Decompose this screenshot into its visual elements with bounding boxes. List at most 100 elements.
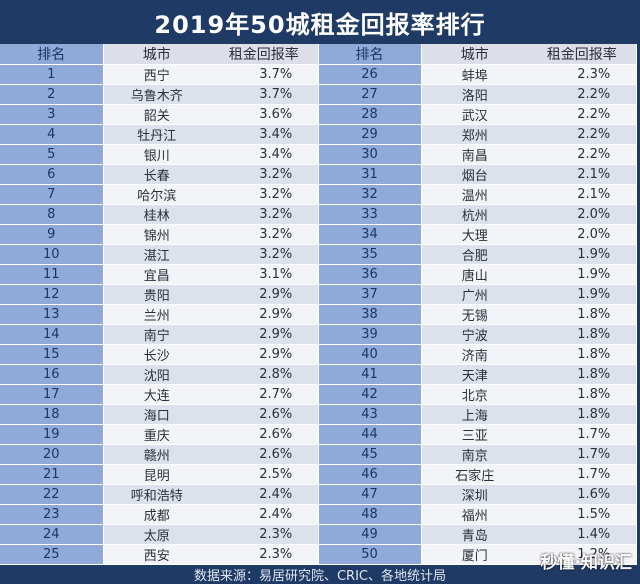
left-rank-cell: 10 xyxy=(0,244,104,265)
left-rate-cell: 2.6% xyxy=(210,404,319,425)
table-row: 21 昆明 2.5% 46 石家庄 1.7% xyxy=(0,464,637,485)
header-rate-left: 租金回报率 xyxy=(210,44,319,65)
right-rank-cell: 28 xyxy=(318,104,422,125)
left-city-cell: 昆明 xyxy=(103,464,210,485)
right-rank-cell: 42 xyxy=(318,384,422,405)
left-city-cell: 西宁 xyxy=(103,64,210,85)
table-header-row: 排名 城市 租金回报率 排名 城市 租金回报率 xyxy=(0,44,637,65)
left-rate-cell: 3.7% xyxy=(210,64,319,85)
right-rank-cell: 27 xyxy=(318,84,422,105)
right-city-cell: 上海 xyxy=(421,404,528,425)
table-row: 19 重庆 2.6% 44 三亚 1.7% xyxy=(0,424,637,445)
table-row: 14 南宁 2.9% 39 宁波 1.8% xyxy=(0,324,637,345)
right-city-cell: 大理 xyxy=(421,224,528,245)
right-rank-cell: 35 xyxy=(318,244,422,265)
table-row: 15 长沙 2.9% 40 济南 1.8% xyxy=(0,344,637,365)
right-rate-cell: 2.0% xyxy=(528,204,637,225)
left-city-cell: 长春 xyxy=(103,164,210,185)
right-rate-cell: 1.5% xyxy=(528,504,637,525)
left-rank-cell: 1 xyxy=(0,64,104,85)
right-city-cell: 杭州 xyxy=(421,204,528,225)
left-city-cell: 韶关 xyxy=(103,104,210,125)
left-city-cell: 呼和浩特 xyxy=(103,484,210,505)
left-rank-cell: 14 xyxy=(0,324,104,345)
right-rank-cell: 38 xyxy=(318,304,422,325)
table-row: 23 成都 2.4% 48 福州 1.5% xyxy=(0,504,637,525)
left-rank-cell: 5 xyxy=(0,144,104,165)
right-city-cell: 烟台 xyxy=(421,164,528,185)
right-city-cell: 武汉 xyxy=(421,104,528,125)
right-city-cell: 青岛 xyxy=(421,524,528,545)
left-rank-cell: 23 xyxy=(0,504,104,525)
left-rate-cell: 2.9% xyxy=(210,304,319,325)
table-row: 25 西安 2.3% 50 厦门 1.2% xyxy=(0,544,637,565)
left-rank-cell: 3 xyxy=(0,104,104,125)
left-rate-cell: 3.2% xyxy=(210,244,319,265)
left-rate-cell: 2.6% xyxy=(210,444,319,465)
left-rank-cell: 9 xyxy=(0,224,104,245)
table-row: 9 锦州 3.2% 34 大理 2.0% xyxy=(0,224,637,245)
right-rate-cell: 1.4% xyxy=(528,524,637,545)
table-row: 12 贵阳 2.9% 37 广州 1.9% xyxy=(0,284,637,305)
right-city-cell: 深圳 xyxy=(421,484,528,505)
left-rank-cell: 24 xyxy=(0,524,104,545)
left-city-cell: 大连 xyxy=(103,384,210,405)
right-rate-cell: 1.7% xyxy=(528,424,637,445)
table-body: 1 西宁 3.7% 26 蚌埠 2.3% 2 乌鲁木齐 3.7% 27 洛阳 2.2% 3 韶关 3.6% 2… xyxy=(0,64,637,565)
table-row: 20 赣州 2.6% 45 南京 1.7% xyxy=(0,444,637,465)
right-rank-cell: 36 xyxy=(318,264,422,285)
right-city-cell: 温州 xyxy=(421,184,528,205)
right-rank-cell: 31 xyxy=(318,164,422,185)
left-rank-cell: 25 xyxy=(0,544,104,565)
right-rank-cell: 30 xyxy=(318,144,422,165)
right-rank-cell: 45 xyxy=(318,444,422,465)
left-city-cell: 西安 xyxy=(103,544,210,565)
table-row: 5 银川 3.4% 30 南昌 2.2% xyxy=(0,144,637,165)
right-rate-cell: 2.1% xyxy=(528,184,637,205)
table-row: 7 哈尔滨 3.2% 32 温州 2.1% xyxy=(0,184,637,205)
table-row: 18 海口 2.6% 43 上海 1.8% xyxy=(0,404,637,425)
right-city-cell: 南京 xyxy=(421,444,528,465)
right-rate-cell: 1.9% xyxy=(528,264,637,285)
right-rate-cell: 1.6% xyxy=(528,484,637,505)
right-city-cell: 石家庄 xyxy=(421,464,528,485)
left-rate-cell: 2.9% xyxy=(210,284,319,305)
right-rate-cell: 1.8% xyxy=(528,344,637,365)
left-city-cell: 桂林 xyxy=(103,204,210,225)
left-rate-cell: 3.2% xyxy=(210,184,319,205)
ranking-table-container: 排名 城市 租金回报率 排名 城市 租金回报率 1 西宁 3.7% 26 蚌埠 2.3% 2… xyxy=(0,44,637,565)
left-rank-cell: 16 xyxy=(0,364,104,385)
right-rank-cell: 49 xyxy=(318,524,422,545)
left-rank-cell: 4 xyxy=(0,124,104,145)
right-city-cell: 三亚 xyxy=(421,424,528,445)
left-rate-cell: 3.6% xyxy=(210,104,319,125)
table-row: 22 呼和浩特 2.4% 47 深圳 1.6% xyxy=(0,484,637,505)
right-city-cell: 洛阳 xyxy=(421,84,528,105)
header-rank-right: 排名 xyxy=(318,44,422,65)
left-city-cell: 兰州 xyxy=(103,304,210,325)
right-rate-cell: 2.0% xyxy=(528,224,637,245)
left-rate-cell: 2.9% xyxy=(210,324,319,345)
left-city-cell: 海口 xyxy=(103,404,210,425)
right-rate-cell: 1.9% xyxy=(528,244,637,265)
right-rank-cell: 47 xyxy=(318,484,422,505)
left-rank-cell: 17 xyxy=(0,384,104,405)
left-rate-cell: 2.3% xyxy=(210,544,319,565)
left-rate-cell: 3.1% xyxy=(210,264,319,285)
left-rank-cell: 21 xyxy=(0,464,104,485)
right-rate-cell: 2.2% xyxy=(528,124,637,145)
left-rank-cell: 15 xyxy=(0,344,104,365)
right-rate-cell: 1.8% xyxy=(528,404,637,425)
table-row: 24 太原 2.3% 49 青岛 1.4% xyxy=(0,524,637,545)
header-city-right: 城市 xyxy=(421,44,528,65)
right-rate-cell: 1.8% xyxy=(528,324,637,345)
right-city-cell: 北京 xyxy=(421,384,528,405)
left-rate-cell: 3.2% xyxy=(210,224,319,245)
right-rank-cell: 40 xyxy=(318,344,422,365)
left-rank-cell: 8 xyxy=(0,204,104,225)
right-rate-cell: 1.2% xyxy=(528,544,637,565)
table-row: 13 兰州 2.9% 38 无锡 1.8% xyxy=(0,304,637,325)
table-row: 4 牡丹江 3.4% 29 郑州 2.2% xyxy=(0,124,637,145)
left-rate-cell: 3.2% xyxy=(210,204,319,225)
right-city-cell: 南昌 xyxy=(421,144,528,165)
